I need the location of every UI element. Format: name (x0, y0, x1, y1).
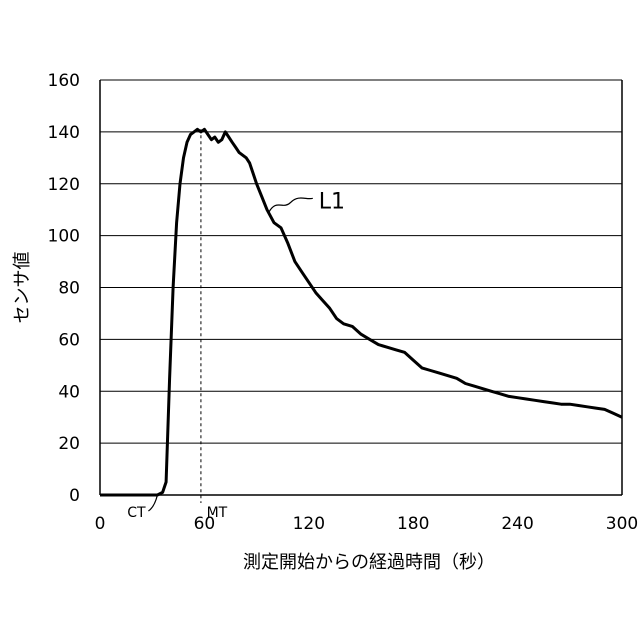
y-tick-label: 60 (58, 330, 80, 350)
x-tick-label: 120 (293, 514, 325, 534)
y-tick-label: 140 (48, 123, 80, 143)
x-tick-label: 300 (606, 514, 638, 534)
x-tick-label: 0 (95, 514, 106, 534)
y-tick-label: 0 (69, 486, 80, 506)
grid-lines (100, 80, 622, 443)
ct-leader (148, 495, 157, 511)
y-tick-label: 120 (48, 175, 80, 195)
y-tick-label: 100 (48, 227, 80, 247)
l1-label: L1 (319, 189, 345, 214)
annotation-markers: CTMTL1 (127, 129, 345, 521)
tick-labels: 0 20 40 60 80 100 120 140 160 0 60 120 180 240 300 (48, 71, 639, 534)
y-tick-label: 160 (48, 71, 80, 91)
y-tick-label: 80 (58, 279, 80, 299)
ct-label: CT (127, 505, 146, 521)
y-axis-title: センサ値 (12, 252, 33, 324)
x-axis-title: 測定開始からの経過時間（秒） (243, 552, 495, 573)
y-tick-label: 20 (58, 434, 80, 454)
x-tick-label: 240 (501, 514, 533, 534)
x-tick-label: 180 (397, 514, 429, 534)
y-tick-label: 40 (58, 382, 80, 402)
l1-leader (269, 198, 313, 212)
x-tick-label: 60 (194, 514, 216, 534)
